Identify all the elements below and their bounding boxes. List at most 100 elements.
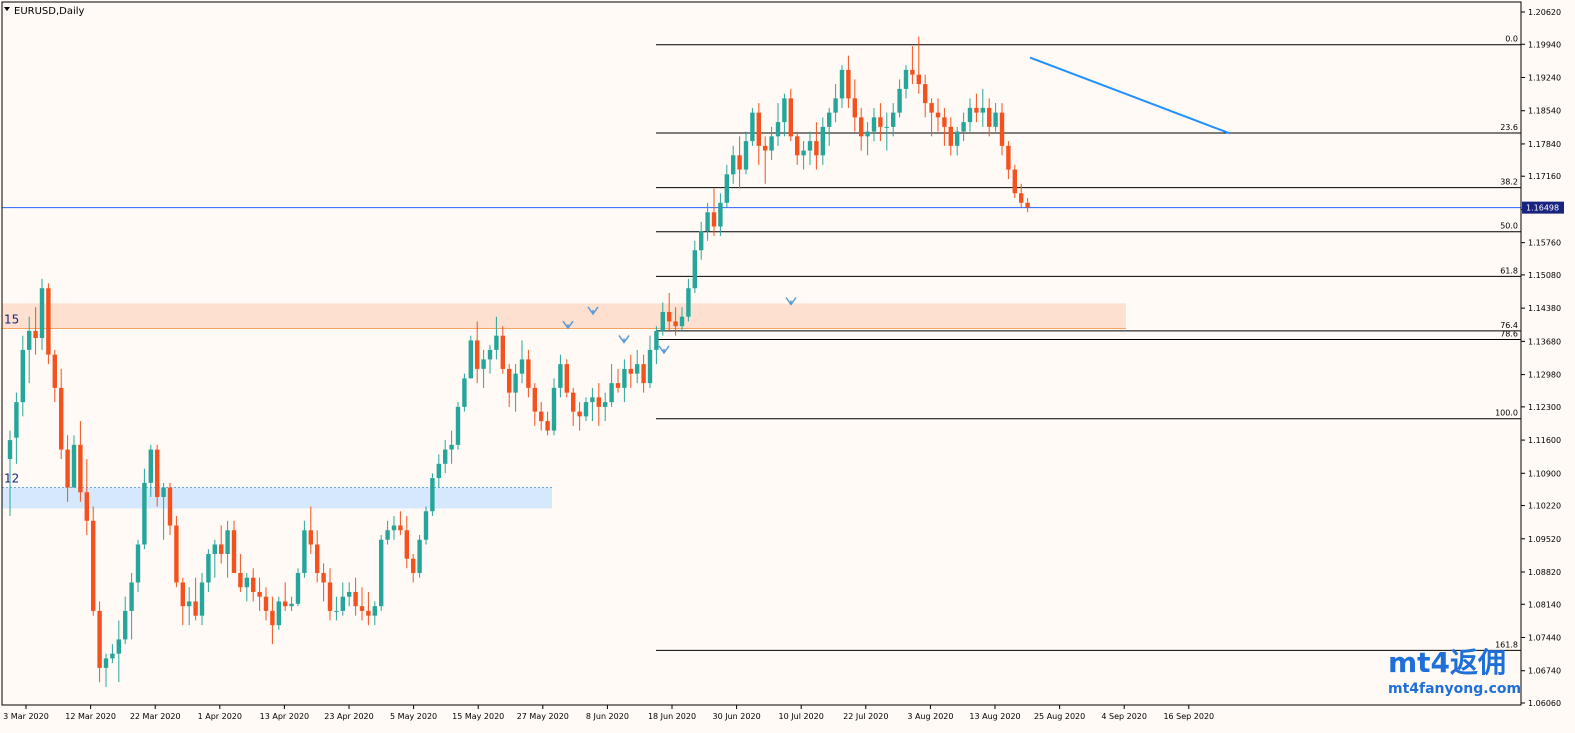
candle-body — [903, 69, 909, 89]
candle-body — [27, 330, 32, 350]
candle-body — [673, 321, 678, 327]
candle-body — [660, 311, 665, 331]
candle-body — [327, 582, 333, 611]
axis-layer: 1.20620 1.19940 1.19240 1.18540 1.17840 1.171… — [1, 1, 1564, 721]
candle-body — [423, 511, 429, 540]
candle-body — [135, 544, 141, 583]
candle-body — [78, 444, 83, 493]
y-axis-tick-label: 1.19940 — [1528, 40, 1561, 49]
candle-body — [7, 440, 13, 460]
x-axis-tick-label: 8 Jun 2020 — [586, 712, 629, 721]
overlay-layer — [562, 56, 1231, 355]
candle-body — [455, 406, 461, 445]
zone-box — [2, 303, 1126, 329]
candle-body — [743, 141, 749, 170]
candle-body — [891, 112, 896, 127]
candle-body — [270, 610, 275, 626]
candle-body — [705, 212, 710, 232]
fib-level-label: 161.8 — [1495, 640, 1518, 649]
candle-body — [987, 107, 992, 127]
candle-body — [731, 155, 736, 175]
candle-body — [846, 69, 851, 99]
candle-body — [769, 136, 774, 151]
candle-body — [340, 596, 345, 611]
fib-level-label: 100.0 — [1495, 409, 1518, 418]
candle-body — [276, 601, 281, 626]
candle-body — [148, 449, 153, 483]
candle-body — [871, 117, 877, 132]
candle-body — [916, 74, 921, 85]
candle-body — [718, 202, 723, 227]
candle-body — [558, 364, 563, 388]
fractal-arrow-icon — [658, 345, 670, 355]
y-axis-tick-label: 1.08140 — [1528, 600, 1561, 609]
fib-level-label: 78.6 — [1500, 329, 1518, 338]
candle-body — [487, 349, 493, 360]
x-axis-tick-label: 22 Mar 2020 — [130, 712, 181, 721]
candle-body — [347, 591, 352, 597]
candle-body — [244, 577, 249, 588]
y-axis-tick-label: 1.09520 — [1528, 535, 1561, 544]
candle-body — [59, 387, 64, 450]
candle-body — [308, 530, 313, 545]
fib-level-label: 76.4 — [1500, 321, 1518, 330]
candle-body — [788, 98, 793, 137]
candle-body — [967, 107, 973, 123]
candle-body — [795, 136, 800, 156]
candle-body — [123, 610, 128, 640]
zone-box — [2, 487, 552, 509]
candle-body — [647, 349, 653, 384]
y-axis-tick-label: 1.20620 — [1528, 8, 1561, 17]
fractal-arrow-icon — [618, 335, 630, 344]
candle-body — [129, 582, 134, 611]
candle-body — [814, 141, 819, 156]
chart-title-text: EURUSD,Daily — [14, 6, 85, 17]
zone-label: 15 — [4, 313, 19, 327]
chart-title[interactable]: EURUSD,Daily — [4, 6, 85, 17]
candle-body — [961, 122, 966, 132]
candle-body — [417, 539, 422, 573]
fibonacci-layer: 0.0 23.6 38.2 50.0 61.8 76.478.6 100.0 161.8 — [2, 35, 1521, 651]
y-axis-tick-label: 1.11600 — [1528, 436, 1561, 445]
candle-body — [206, 553, 211, 583]
x-axis-tick-label: 13 Apr 2020 — [260, 712, 309, 721]
x-axis-tick-label: 5 May 2020 — [390, 712, 437, 721]
candle-body — [628, 368, 633, 374]
candle-body — [622, 368, 627, 388]
x-axis-tick-label: 22 Jul 2020 — [843, 712, 888, 721]
fib-level-label: 0.0 — [1505, 35, 1518, 44]
candle-body — [404, 530, 409, 559]
candle-body — [615, 383, 621, 388]
y-axis-tick-label: 1.07440 — [1528, 634, 1561, 643]
fib-level-label: 23.6 — [1500, 123, 1518, 132]
current-price-label-box — [1522, 201, 1564, 214]
candle-body — [391, 525, 397, 531]
candle-body — [39, 288, 45, 339]
fractal-arrow-icon — [587, 306, 599, 316]
x-axis-tick-label: 3 Aug 2020 — [907, 712, 953, 721]
chevron-down-icon[interactable] — [4, 7, 10, 11]
y-axis-tick-label: 1.19240 — [1528, 73, 1561, 82]
candle-body — [583, 402, 589, 417]
watermark: mt4返佣 mt4fanyong.com — [1388, 646, 1521, 697]
candle-body — [436, 463, 441, 479]
candle-body — [372, 606, 377, 616]
candle-body — [334, 610, 339, 612]
x-axis-tick-label: 13 Aug 2020 — [969, 712, 1020, 721]
candle-body — [577, 411, 582, 417]
y-axis-tick-label: 1.12980 — [1528, 371, 1561, 380]
candle-body — [449, 444, 454, 450]
candle-body — [692, 250, 697, 289]
candle-body — [539, 411, 544, 422]
candle-body — [46, 288, 51, 355]
candle-body — [686, 288, 691, 317]
x-axis-tick-label: 18 Jun 2020 — [648, 712, 696, 721]
candle-body — [667, 311, 672, 322]
candle-body — [257, 591, 262, 597]
candle-body — [590, 397, 595, 403]
candle-body — [1025, 202, 1030, 208]
candle-body — [820, 126, 825, 156]
candle-body — [1006, 145, 1011, 170]
